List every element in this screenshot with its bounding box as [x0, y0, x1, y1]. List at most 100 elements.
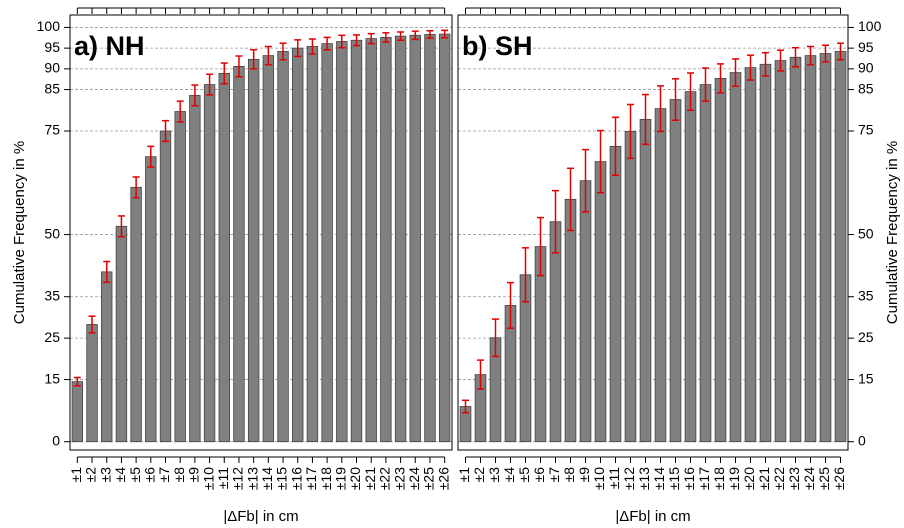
bar	[759, 63, 772, 443]
bar	[409, 34, 421, 443]
x-tick-label: ±20	[741, 467, 757, 490]
bar	[262, 55, 275, 443]
x-tick-label: ±21	[756, 467, 772, 490]
y-tick-label: 75	[44, 122, 60, 138]
bar	[292, 47, 304, 443]
x-axis-label: |ΔFb| in cm	[615, 508, 690, 525]
x-tick-label: ±10	[591, 467, 607, 490]
y-tick-label: 35	[858, 287, 874, 303]
x-tick-label: ±15	[666, 467, 682, 490]
y-tick-label: 50	[44, 225, 60, 241]
bar	[277, 51, 289, 443]
x-tick-label: ±14	[651, 467, 667, 490]
bar	[744, 67, 757, 443]
y-tick-label: 50	[858, 225, 874, 241]
x-tick-label: ±20	[347, 467, 363, 490]
x-tick-label: ±12	[230, 467, 246, 490]
y-tick-label: 85	[44, 80, 60, 96]
x-tick-label: ±8	[561, 467, 577, 483]
x-tick-label: ±24	[406, 467, 422, 490]
x-tick-label: ±23	[391, 467, 407, 490]
bar	[654, 108, 667, 443]
x-axis-label: |ΔFb| in cm	[223, 508, 298, 525]
x-tick-label: ±9	[186, 467, 202, 483]
y-tick-label: 0	[858, 432, 866, 448]
bar	[233, 65, 245, 443]
x-tick-label: ±1	[456, 467, 472, 483]
panel-title: b) SH	[462, 31, 533, 61]
bar	[424, 34, 436, 443]
bar	[579, 180, 592, 443]
x-tick-label: ±26	[435, 467, 451, 490]
x-tick-label: ±18	[711, 467, 727, 490]
bar	[438, 33, 451, 443]
x-tick-label: ±2	[83, 467, 99, 483]
x-tick-label: ±19	[333, 467, 349, 490]
y-tick-label: 90	[858, 60, 874, 76]
bar	[639, 119, 652, 443]
bar	[101, 271, 113, 443]
y-axis-label: Cumulative Frequency in %	[884, 141, 901, 324]
bar	[306, 46, 319, 443]
bar	[789, 56, 802, 443]
bar	[549, 221, 562, 443]
bar	[714, 77, 727, 443]
x-tick-label: ±2	[471, 467, 487, 483]
x-tick-label: ±5	[516, 467, 532, 483]
bar	[834, 51, 847, 443]
x-tick-label: ±22	[377, 467, 393, 490]
x-tick-label: ±17	[696, 467, 712, 490]
bar	[336, 41, 348, 443]
y-tick-label: 35	[44, 287, 60, 303]
y-tick-label: 75	[858, 122, 874, 138]
y-tick-label: 15	[858, 370, 874, 386]
x-tick-label: ±23	[786, 467, 802, 490]
y-tick-label: 25	[44, 329, 60, 345]
y-tick-label: 95	[858, 39, 874, 55]
bar	[145, 156, 157, 443]
x-tick-label: ±8	[171, 467, 187, 483]
x-tick-label: ±12	[621, 467, 637, 490]
x-tick-label: ±7	[156, 467, 172, 483]
x-tick-label: ±3	[486, 467, 502, 483]
y-tick-label: 90	[44, 60, 60, 76]
x-tick-label: ±25	[421, 467, 437, 490]
bar	[729, 72, 742, 443]
y-tick-label: 15	[44, 370, 60, 386]
bar	[71, 381, 84, 443]
x-tick-label: ±21	[362, 467, 378, 490]
bar	[669, 99, 682, 443]
y-axis-label: Cumulative Frequency in %	[11, 141, 28, 324]
bar	[684, 91, 697, 443]
bar	[350, 39, 363, 443]
bar	[365, 38, 377, 443]
bar	[86, 324, 98, 443]
x-tick-label: ±10	[200, 467, 216, 490]
x-tick-label: ±15	[274, 467, 290, 490]
x-tick-label: ±26	[831, 467, 847, 490]
bar	[594, 161, 607, 443]
x-tick-label: ±25	[816, 467, 832, 490]
bar	[394, 35, 407, 443]
x-tick-label: ±16	[288, 467, 304, 490]
x-tick-label: ±22	[771, 467, 787, 490]
x-tick-label: ±13	[636, 467, 652, 490]
bar	[203, 84, 216, 443]
x-tick-label: ±9	[576, 467, 592, 483]
bar	[189, 94, 201, 443]
bar	[159, 130, 172, 443]
x-tick-label: ±11	[606, 467, 622, 489]
x-tick-label: ±7	[546, 467, 562, 483]
x-tick-label: ±16	[681, 467, 697, 490]
plot-frame	[69, 14, 453, 451]
panel-title: a) NH	[74, 31, 145, 61]
x-tick-label: ±13	[244, 467, 260, 490]
x-tick-label: ±6	[531, 467, 547, 483]
x-tick-label: ±4	[112, 467, 128, 483]
y-tick-label: 95	[44, 39, 60, 55]
bar	[819, 53, 832, 443]
x-tick-label: ±4	[501, 467, 517, 483]
y-tick-label: 100	[858, 18, 882, 34]
bar	[218, 73, 230, 443]
